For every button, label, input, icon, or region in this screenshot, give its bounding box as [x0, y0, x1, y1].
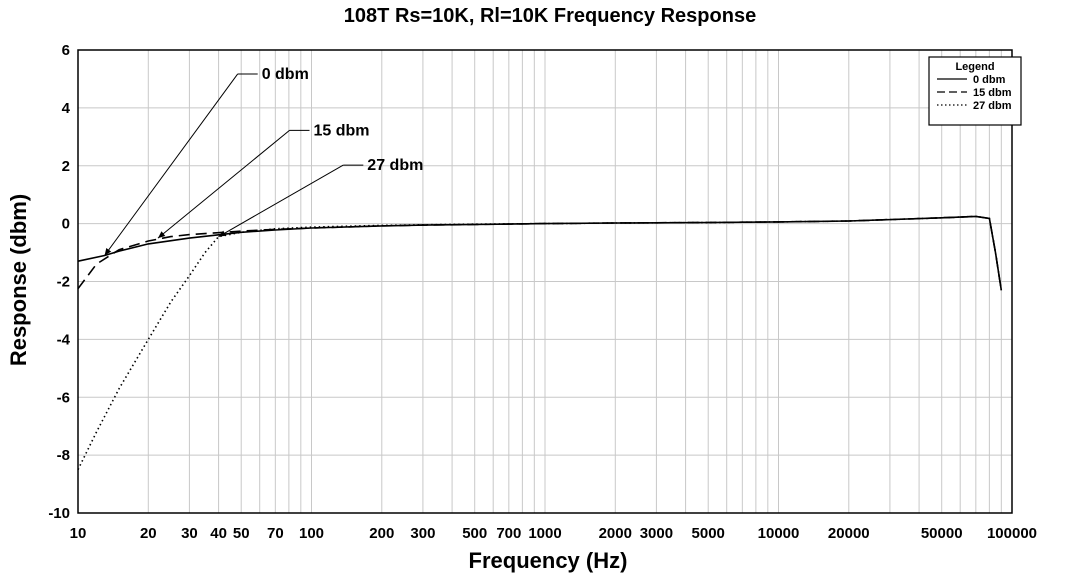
x-tick-label: 40 [210, 525, 227, 542]
series-group [77, 215, 1003, 470]
x-tick-label: 700 [496, 525, 521, 542]
x-tick-label: 3000 [640, 525, 673, 542]
x-tick-labels: 10 20 30 40 50 70 100 200 300 500 700 1000 2000 3000 5… [70, 525, 1037, 542]
x-tick-label: 200 [369, 525, 394, 542]
annotation-arrowhead [218, 230, 227, 237]
x-tick-label: 300 [410, 525, 435, 542]
y-tick-label: -10 [48, 505, 70, 522]
annotation-leader [104, 73, 239, 256]
x-tick-label: 10 [70, 525, 87, 542]
annotations-group: 0 dbm 15 dbm 27 dbm [104, 66, 423, 256]
x-tick-label: 20 [140, 525, 157, 542]
legend-box [928, 56, 1022, 126]
y-tick-label: 6 [62, 42, 70, 59]
y-tick-label: 4 [62, 100, 71, 117]
x-tick-label: 70 [267, 525, 284, 542]
legend-entry: 27 dbm [973, 100, 1012, 112]
legend-title: Legend [955, 61, 994, 73]
y-tick-label: -6 [57, 389, 70, 406]
x-tick-label: 2000 [599, 525, 632, 542]
annotation-label: 27 dbm [367, 157, 423, 174]
annotation-arrowhead [157, 231, 166, 239]
annotation-label: 15 dbm [314, 122, 370, 139]
annotation-label: 0 dbm [262, 66, 309, 83]
y-tick-labels: 6 4 2 0 -2 -4 -6 -8 -10 [48, 42, 70, 522]
y-tick-label: -2 [57, 274, 70, 291]
x-tick-label: 30 [181, 525, 198, 542]
plot-frame [77, 49, 1013, 514]
grid [77, 49, 1012, 514]
annotation-leader [157, 129, 290, 239]
x-tick-label: 100000 [987, 525, 1037, 542]
x-tick-label: 100 [299, 525, 324, 542]
series-line-0-dbm [77, 215, 1003, 291]
series-line-15-dbm [77, 215, 1003, 291]
y-tick-label: 0 [62, 216, 70, 233]
annotation-leader [218, 164, 344, 238]
y-axis-label: Response (dbm) [6, 194, 31, 366]
y-tick-label: -4 [57, 331, 71, 348]
y-tick-label: 2 [62, 158, 70, 175]
y-tick-label: -8 [57, 447, 70, 464]
legend-entry: 15 dbm [973, 87, 1012, 99]
x-axis-label: Frequency (Hz) [469, 548, 628, 573]
series-line-27-dbm [77, 215, 1003, 470]
x-tick-label: 5000 [692, 525, 725, 542]
x-tick-label: 500 [462, 525, 487, 542]
annotation-arrowhead [104, 248, 112, 256]
x-tick-label: 50000 [921, 525, 963, 542]
x-tick-label: 50 [233, 525, 250, 542]
x-tick-label: 1000 [528, 525, 561, 542]
x-tick-label: 20000 [828, 525, 870, 542]
chart-title: 108T Rs=10K, Rl=10K Frequency Response [344, 5, 756, 27]
legend-entry: 0 dbm [973, 74, 1006, 86]
x-tick-label: 10000 [758, 525, 800, 542]
